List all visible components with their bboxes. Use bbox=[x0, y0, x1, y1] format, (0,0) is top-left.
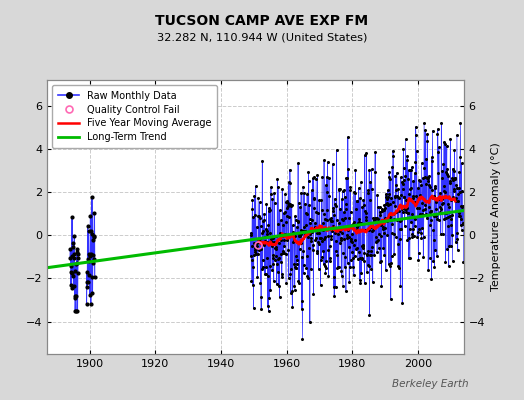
Y-axis label: Temperature Anomaly (°C): Temperature Anomaly (°C) bbox=[490, 143, 500, 291]
Text: TUCSON CAMP AVE EXP FM: TUCSON CAMP AVE EXP FM bbox=[156, 14, 368, 28]
Text: Berkeley Earth: Berkeley Earth bbox=[392, 379, 469, 389]
Legend: Raw Monthly Data, Quality Control Fail, Five Year Moving Average, Long-Term Tren: Raw Monthly Data, Quality Control Fail, … bbox=[52, 85, 217, 148]
Text: 32.282 N, 110.944 W (United States): 32.282 N, 110.944 W (United States) bbox=[157, 33, 367, 43]
